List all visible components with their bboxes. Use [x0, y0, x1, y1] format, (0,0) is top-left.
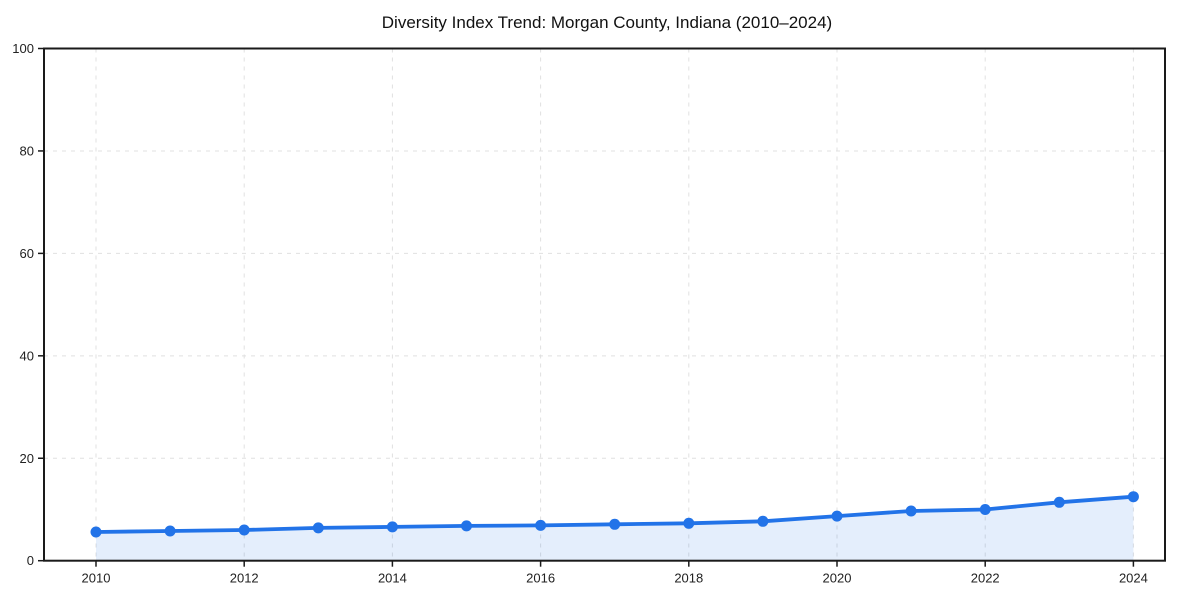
- x-tick-label: 2016: [526, 571, 555, 586]
- x-tick-label: 2018: [674, 571, 703, 586]
- chart-title: Diversity Index Trend: Morgan County, In…: [382, 13, 832, 32]
- x-tick-label: 2020: [823, 571, 852, 586]
- x-tick-label: 2010: [82, 571, 111, 586]
- data-point-2021: [905, 505, 917, 517]
- y-tick-label: 40: [20, 348, 34, 363]
- y-tick-label: 0: [27, 553, 34, 568]
- x-tick-label: 2024: [1119, 571, 1148, 586]
- y-tick-label: 20: [20, 451, 34, 466]
- y-tick-label: 60: [20, 246, 34, 261]
- data-point-2022: [979, 504, 991, 515]
- data-point-2024: [1127, 491, 1139, 503]
- y-tick-label: 80: [20, 143, 34, 158]
- y-tick-label: 100: [12, 41, 34, 56]
- data-point-2010: [90, 526, 102, 538]
- data-point-2019: [757, 515, 769, 527]
- x-tick-label: 2022: [971, 571, 1000, 586]
- data-point-2014: [386, 521, 398, 533]
- data-point-2012: [238, 524, 250, 536]
- x-tick-label: 2012: [230, 571, 259, 586]
- data-point-2011: [164, 525, 176, 537]
- data-point-2013: [312, 522, 324, 534]
- plot-frame: [43, 47, 1166, 562]
- data-point-2017: [609, 518, 621, 530]
- data-point-2015: [461, 520, 472, 532]
- data-point-2023: [1053, 496, 1065, 508]
- data-point-2016: [535, 519, 547, 531]
- data-point-2018: [683, 517, 695, 529]
- data-point-2020: [831, 510, 843, 522]
- x-tick-label: 2014: [378, 571, 407, 586]
